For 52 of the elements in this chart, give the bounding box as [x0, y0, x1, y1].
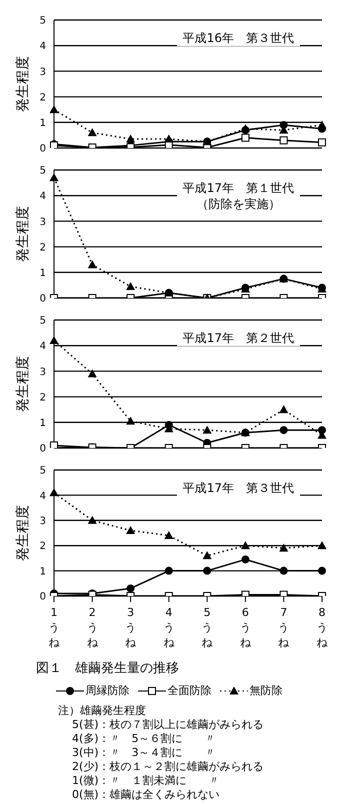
text: 平成17年 第１世代: [182, 180, 294, 196]
text: 3(中)：〃 3～４割に 〃: [71, 746, 217, 760]
y-tick-label: 3: [40, 516, 46, 527]
y-tick-label: 1: [40, 566, 46, 578]
x-tick-label: 6うね: [240, 606, 252, 649]
y-tick-label: 4: [40, 341, 46, 352]
y-tick-label: 0: [40, 144, 46, 155]
x-tick-label: 2うね: [86, 606, 99, 649]
x-tick-label: 5うね: [202, 606, 214, 649]
y-axis-title: 発生程度: [14, 56, 31, 112]
y-tick-label: 2: [40, 92, 46, 104]
y-tick-label: 2: [40, 242, 46, 254]
x-tick-label: 8うね: [316, 606, 328, 649]
text: （防除を実施）: [195, 196, 282, 212]
text: 平成17年 第３世代: [182, 480, 294, 496]
x-tick-label: 1うね: [48, 606, 60, 649]
y-tick-label: 1: [40, 118, 46, 129]
y-axis-title: 発生程度: [14, 505, 31, 561]
text: 1(微)：〃 １割未満に 〃: [71, 774, 221, 788]
text: 注）雄繭発生程度: [58, 704, 147, 718]
y-tick-label: 4: [40, 41, 46, 52]
y-tick-label: 5: [40, 16, 46, 27]
y-tick-label: 2: [40, 392, 46, 404]
y-tick-label: 3: [40, 66, 46, 78]
y-axis-title: 発生程度: [14, 356, 31, 412]
x-tick-label: 4うね: [163, 606, 176, 649]
y-tick-label: 3: [40, 216, 46, 228]
y-axis-title: 発生程度: [14, 206, 31, 262]
y-tick-label: 4: [40, 490, 46, 502]
text: 2(少)：枝の１～２割に雄繭がみられる: [71, 760, 265, 774]
y-tick-label: 0: [40, 444, 46, 455]
caption: 図１ 雄繭発生量の推移: [36, 660, 180, 677]
text: 平成16年 第３世代: [182, 30, 294, 46]
x-tick-label: 7うね: [278, 606, 290, 649]
legend-label: 周縁防除: [86, 683, 130, 698]
legend-label: 全面防除: [168, 683, 212, 698]
y-tick-label: 0: [40, 592, 46, 603]
y-tick-label: 2: [40, 541, 46, 552]
y-tick-label: 5: [40, 466, 46, 477]
y-tick-label: 5: [40, 166, 46, 177]
y-tick-label: 5: [40, 316, 46, 327]
y-tick-label: 4: [40, 191, 46, 202]
text: 4(多)：〃 5～６割に 〃: [71, 732, 217, 746]
text: 平成17年 第２世代: [182, 330, 294, 346]
y-tick-label: 3: [40, 366, 46, 378]
x-tick-label: 3うね: [125, 606, 138, 649]
y-tick-label: 1: [40, 418, 46, 429]
y-tick-label: 0: [40, 294, 46, 305]
legend-label: 無防除: [250, 683, 282, 698]
text: 5(甚)：枝の７割以上に雄繭がみられる: [71, 718, 265, 732]
y-tick-label: 1: [40, 268, 46, 279]
text: 0(無)：雄繭は全くみられない: [71, 788, 221, 802]
